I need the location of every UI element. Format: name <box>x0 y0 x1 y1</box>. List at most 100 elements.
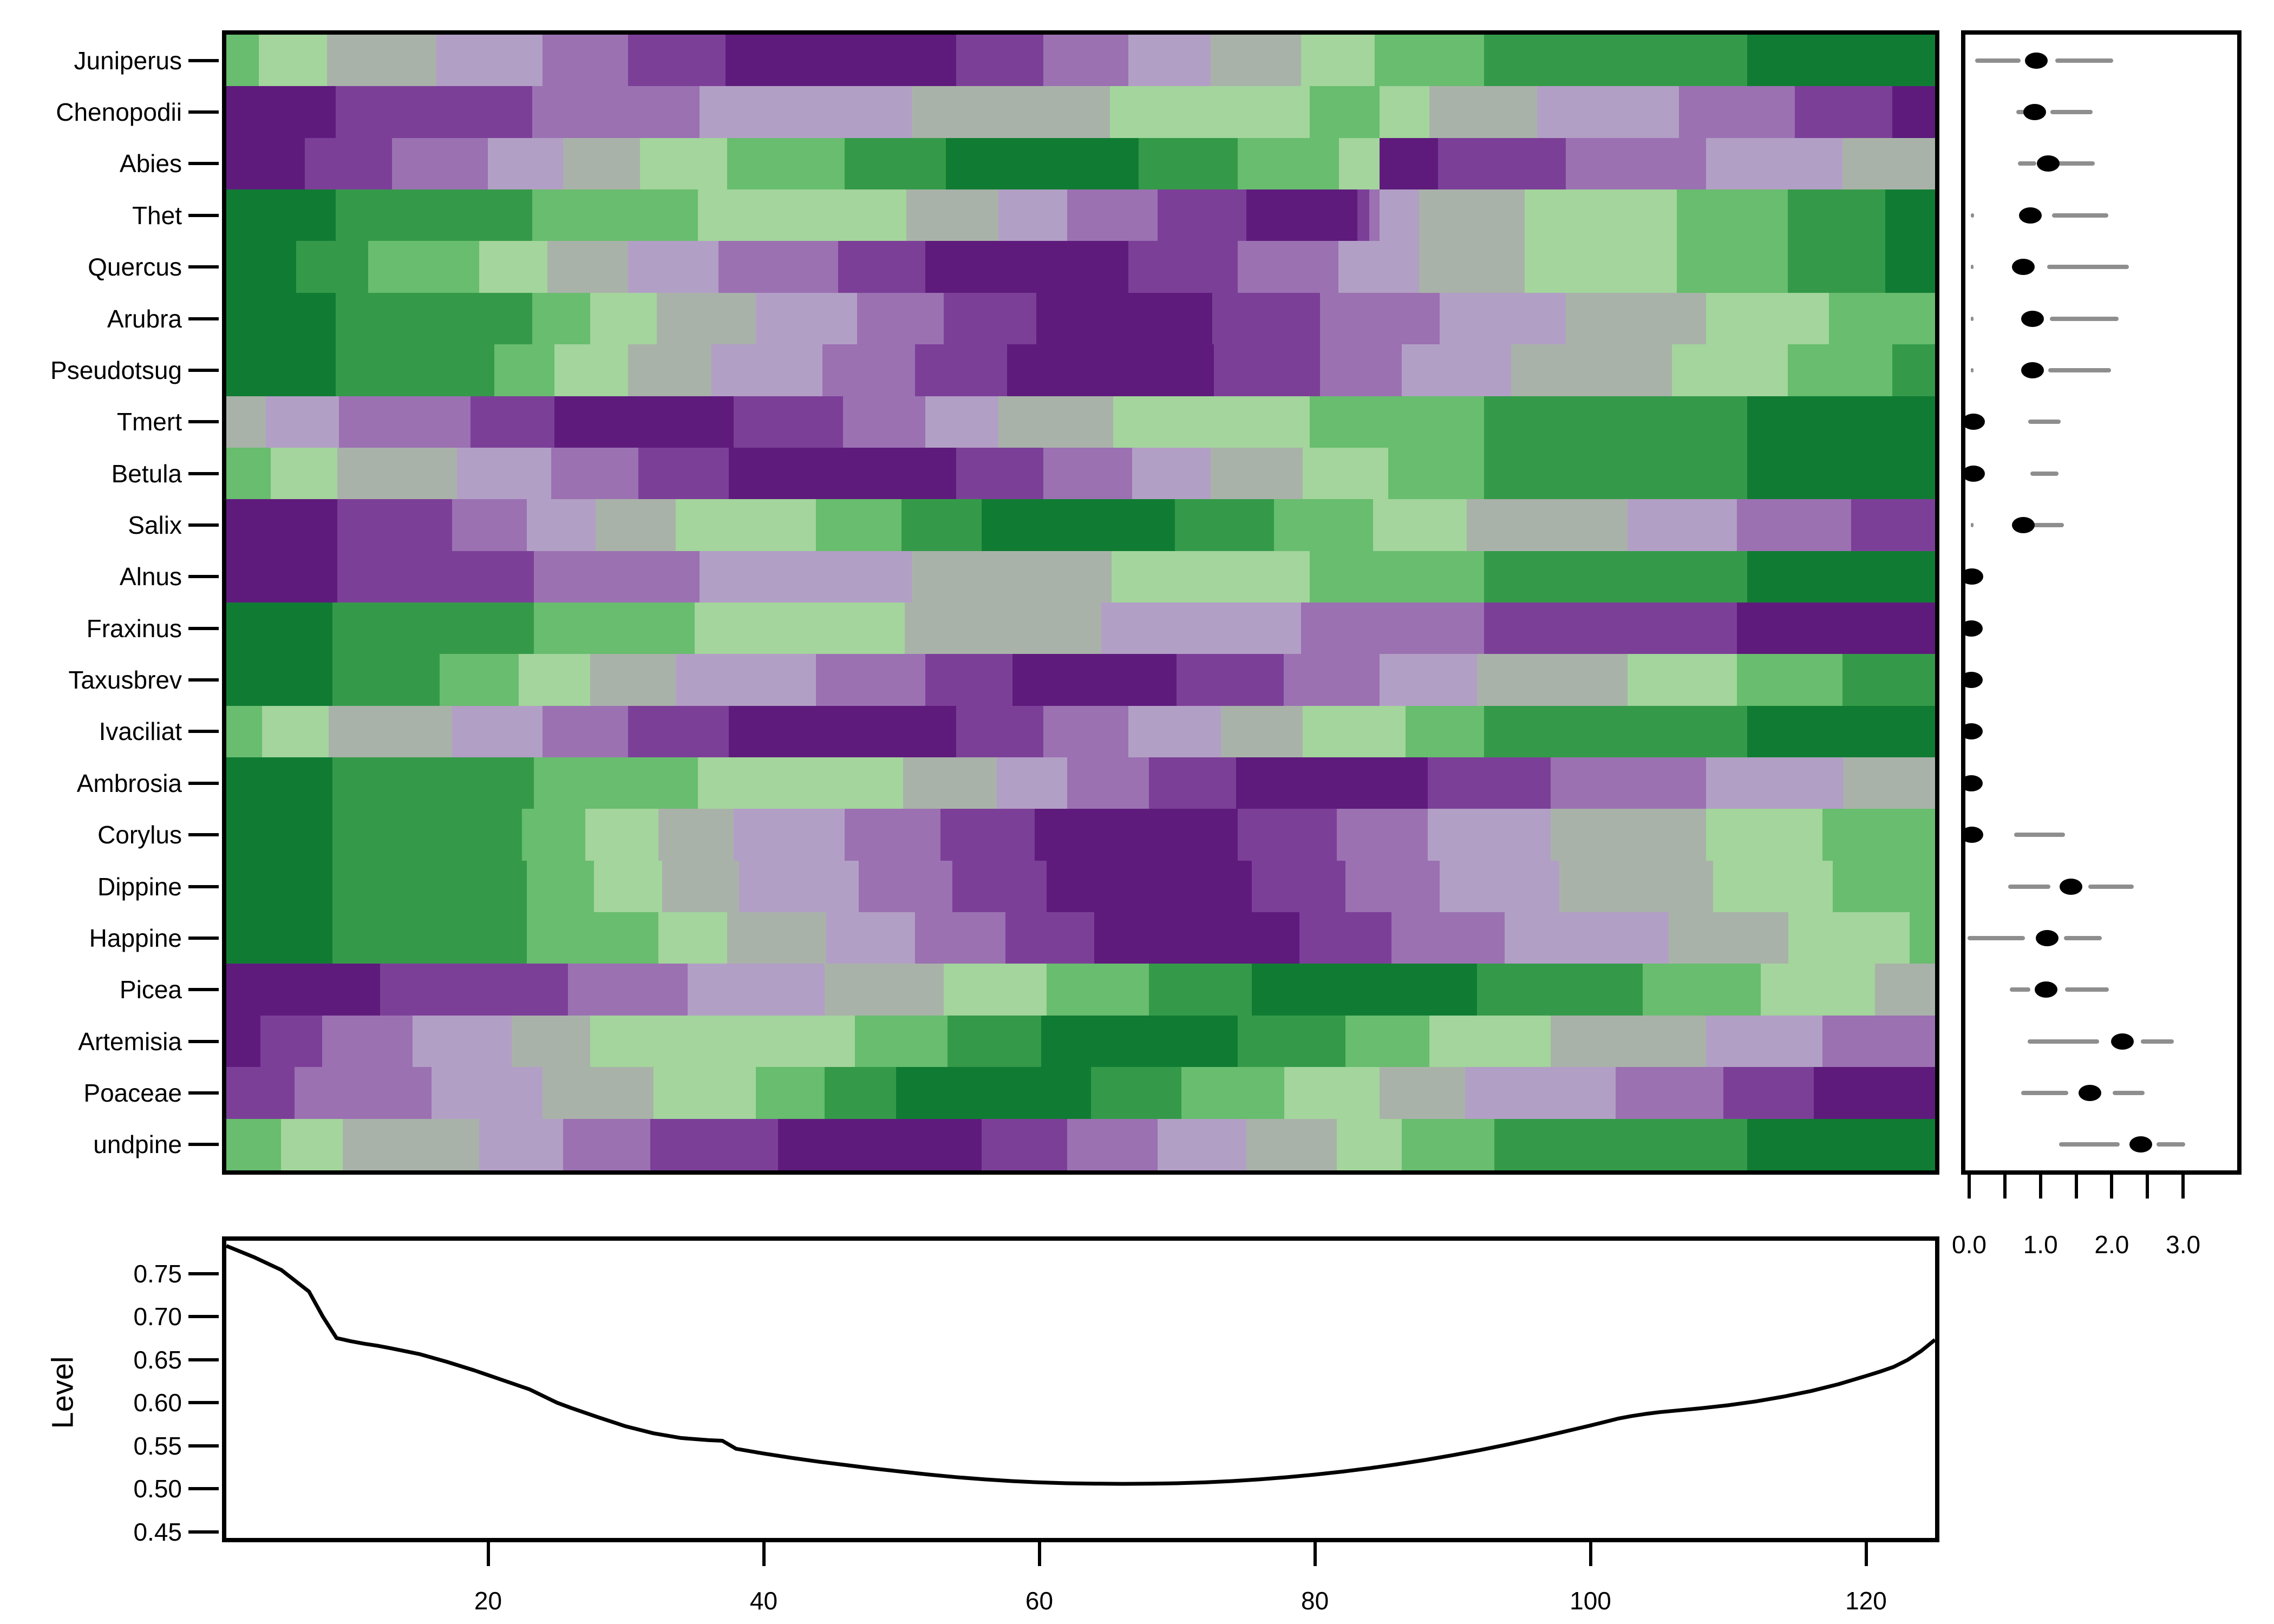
heatmap-cell <box>532 189 698 241</box>
interval-segment <box>2157 1142 2186 1147</box>
interval-segment <box>2141 1039 2174 1044</box>
heatmap-cell <box>914 344 1008 396</box>
heatmap-cell <box>1007 344 1214 396</box>
estimate-dot-poaceae <box>2078 1085 2101 1101</box>
heatmap-cell <box>662 860 739 913</box>
estimate-dot-fraxinus <box>1965 620 1983 637</box>
taxa-tick <box>188 730 219 734</box>
heatmap-cell <box>727 912 826 964</box>
heatmap-cell <box>1761 964 1876 1016</box>
estimate-dot-quercus <box>2012 259 2035 276</box>
heatmap-cell <box>521 809 585 861</box>
estimate-dot-picea <box>2035 981 2058 998</box>
heatmap-cell <box>226 860 332 913</box>
heatmap-cell <box>342 1118 480 1170</box>
heatmap-cell <box>436 35 543 87</box>
heatmap-cell <box>698 189 907 241</box>
heatmap-cell <box>1012 654 1177 706</box>
interval-segment <box>2017 161 2036 166</box>
level-x-tick <box>1864 1542 1868 1566</box>
heatmap-cell <box>542 35 628 87</box>
heatmap-cell <box>1677 241 1788 293</box>
heatmap-cell <box>952 860 1047 913</box>
level-x-tick <box>1037 1542 1041 1566</box>
heatmap-cell <box>590 292 657 345</box>
dot-axis-tick <box>1968 1175 1971 1199</box>
heatmap-row-juniperus <box>226 35 1935 87</box>
heatmap-cell <box>676 654 816 706</box>
heatmap-cell <box>1303 447 1389 500</box>
heatmap-cell <box>329 705 452 758</box>
heatmap-cell <box>688 964 825 1016</box>
heatmap-cell <box>1238 1015 1346 1068</box>
heatmap-cell <box>1128 241 1238 293</box>
heatmap-cell <box>1139 137 1238 190</box>
heatmap-cell <box>1238 809 1337 861</box>
heatmap-cell <box>1034 809 1238 861</box>
heatmap-cell <box>1909 912 1935 964</box>
taxa-label-corylus: Corylus <box>97 821 182 849</box>
heatmap-cell <box>734 809 845 861</box>
heatmap-cell <box>858 860 953 913</box>
heatmap-cell <box>1299 912 1392 964</box>
heatmap-cell <box>838 241 925 293</box>
taxa-tick <box>188 575 219 579</box>
heatmap-cell <box>998 396 1113 448</box>
taxa-label-dippine: Dippine <box>97 872 182 901</box>
heatmap-cell <box>1885 189 1935 241</box>
dot-axis-tick <box>2181 1175 2185 1199</box>
dot-axis-tick <box>2003 1175 2007 1199</box>
heatmap-cell <box>258 35 328 87</box>
heatmap-cell <box>1041 1015 1238 1068</box>
heatmap-cell <box>1380 189 1419 241</box>
taxa-tick <box>188 523 219 527</box>
level-y-tick <box>188 1487 219 1491</box>
taxa-label-salix: Salix <box>128 511 182 539</box>
heatmap-cell <box>1429 86 1537 138</box>
level-y-tick <box>188 1358 219 1361</box>
heatmap-cell <box>1615 1067 1723 1119</box>
interval-segment <box>1970 213 1975 218</box>
heatmap-cell <box>1236 757 1428 809</box>
heatmap-cell <box>1559 860 1713 913</box>
heatmap-cell <box>554 344 628 396</box>
heatmap-cell <box>1706 292 1829 345</box>
estimate-dot-betula <box>1965 465 1985 482</box>
heatmap-cell <box>1046 964 1149 1016</box>
heatmap-row-dippine <box>226 860 1935 913</box>
level-x-tick <box>486 1542 490 1566</box>
heatmap-cell <box>1309 551 1484 603</box>
level-y-tick-label: 0.50 <box>133 1475 182 1503</box>
interval-segment <box>1970 316 1974 321</box>
heatmap-cell <box>1337 809 1428 861</box>
taxa-tick <box>188 420 219 424</box>
heatmap-cell <box>1303 705 1406 758</box>
heatmap-cell <box>527 860 594 913</box>
heatmap-cell <box>1788 189 1886 241</box>
interval-segment <box>2057 161 2095 166</box>
heatmap-cell <box>1747 1118 1935 1170</box>
heatmap-cell <box>1437 137 1566 190</box>
heatmap-cell <box>368 241 480 293</box>
heatmap-cell <box>1181 1067 1284 1119</box>
heatmap-cell <box>1537 86 1679 138</box>
heatmap-panel <box>222 30 1939 1175</box>
heatmap-cell <box>1043 35 1129 87</box>
heatmap-cell <box>1525 241 1677 293</box>
heatmap-cell <box>658 809 734 861</box>
heatmap-row-poaceae <box>226 1067 1935 1119</box>
level-x-tick <box>1313 1542 1317 1566</box>
heatmap-cell <box>1319 344 1402 396</box>
heatmap-cell <box>337 499 452 551</box>
heatmap-cell <box>1504 912 1669 964</box>
taxa-label-chenopodii: Chenopodii <box>56 98 182 126</box>
interval-segment <box>2010 987 2031 992</box>
level-x-tick-label: 20 <box>474 1587 502 1615</box>
interval-segment <box>2064 987 2109 992</box>
dot-axis-tick <box>2074 1175 2078 1199</box>
heatmap-cell <box>1402 344 1512 396</box>
heatmap-cell <box>1484 705 1747 758</box>
heatmap-cell <box>335 86 532 138</box>
heatmap-cell <box>1380 86 1429 138</box>
level-x-tick <box>1589 1542 1592 1566</box>
